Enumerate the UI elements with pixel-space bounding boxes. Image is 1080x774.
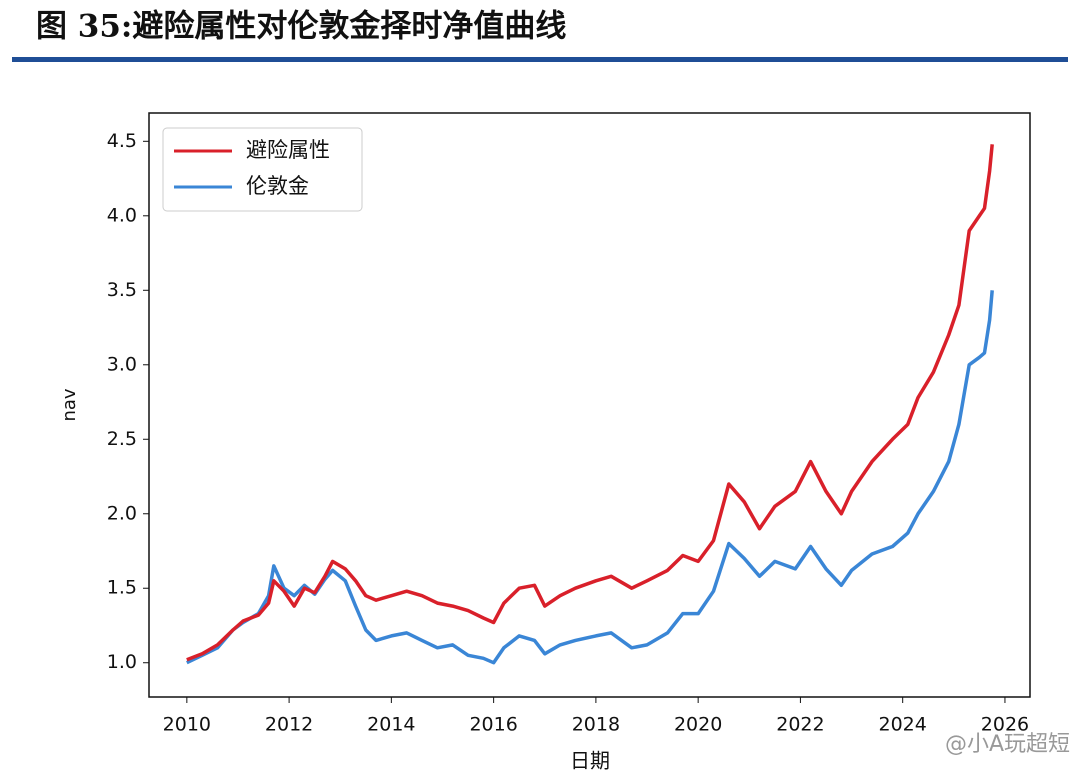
y-tick-label: 1.0: [107, 651, 137, 673]
y-tick-label: 2.5: [107, 428, 137, 450]
x-tick-label: 2018: [572, 714, 620, 736]
plot-frame: [148, 112, 1031, 698]
y-tick-label: 1.5: [107, 577, 137, 599]
y-tick-label: 4.0: [107, 204, 137, 226]
y-tick-label: 4.5: [107, 130, 137, 152]
y-tick-label: 2.0: [107, 502, 137, 524]
y-tick-label: 3.0: [107, 353, 137, 375]
chart-title: 图 35:避险属性对伦敦金择时净值曲线: [36, 9, 566, 45]
x-tick-label: 2022: [776, 714, 824, 736]
title-rule: [12, 57, 1068, 62]
x-tick-label: 2020: [674, 714, 722, 736]
x-tick-label: 2016: [469, 714, 517, 736]
y-axis-label: nav: [59, 388, 80, 421]
x-tick-label: 2024: [879, 714, 927, 736]
x-tick-label: 2026: [981, 714, 1029, 736]
x-tick-label: 2012: [265, 714, 313, 736]
x-axis-label: 日期: [570, 749, 610, 773]
series-line: [186, 290, 994, 665]
x-tick-label: 2010: [163, 714, 211, 736]
legend-label: 避险属性: [246, 138, 330, 162]
legend-box: [162, 127, 363, 212]
watermark: @小A玩超短: [945, 732, 1070, 757]
legend-label: 伦敦金: [246, 174, 309, 198]
y-tick-label: 3.5: [107, 279, 137, 301]
series-line: [186, 144, 994, 662]
x-tick-label: 2014: [367, 714, 415, 736]
